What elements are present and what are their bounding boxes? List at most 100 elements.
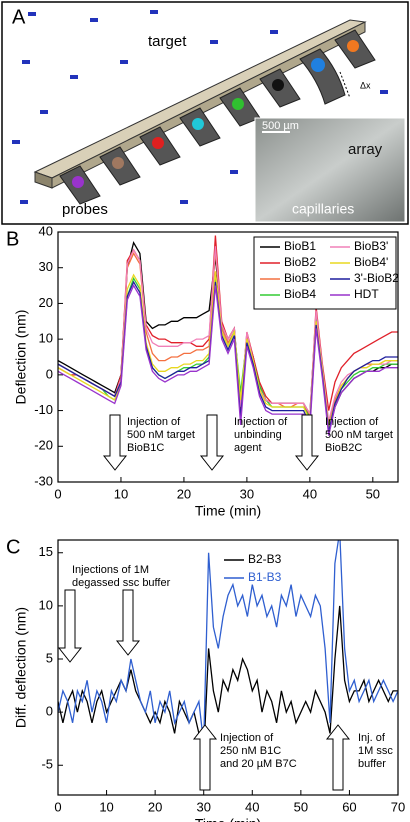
y-tick-label: 0 (46, 366, 53, 381)
molecule (40, 110, 48, 114)
panel-label: C (6, 536, 20, 558)
y-tick-label: 10 (39, 597, 53, 612)
annotation: 250 nM B1C (220, 745, 281, 757)
annotation-arrow (294, 414, 320, 471)
annotation: 500 nM target (325, 429, 393, 441)
legend-label: BioB3 (284, 271, 316, 285)
legend-label: B1-B3 (248, 570, 282, 584)
annotation-arrow (57, 589, 83, 663)
legend-label: BioB1 (284, 239, 316, 253)
annotation: Injection of (325, 416, 379, 428)
series-lines (58, 540, 398, 755)
y-tick-label: 10 (39, 331, 53, 346)
annotation: agent (234, 442, 262, 454)
molecule (230, 170, 238, 174)
annotation-arrow (115, 589, 141, 656)
molecule (270, 30, 278, 34)
series-line (58, 284, 398, 436)
series-line (58, 605, 398, 755)
molecule (120, 60, 128, 64)
dx-label: Δx (360, 80, 371, 90)
probe (311, 58, 325, 72)
annotation: Inj. of (358, 732, 386, 744)
legend-frame (253, 236, 397, 310)
legend-label: 3'-BioB2 (354, 271, 399, 285)
panel-label: A (12, 6, 26, 28)
y-tick-label: -10 (34, 402, 53, 417)
legend-label: BioB2 (284, 255, 316, 269)
probe-clusters (72, 40, 359, 188)
annotation: BioB2C (325, 442, 362, 454)
annotation-arrow (192, 724, 218, 791)
x-tick-label: 20 (148, 799, 162, 814)
series-line (58, 280, 398, 433)
annotation: Injection of (127, 416, 181, 428)
probe (272, 79, 284, 91)
x-tick-label: 30 (196, 799, 210, 814)
series-lines (58, 235, 398, 436)
legend-label: BioB4' (354, 255, 388, 269)
annotation-arrow (102, 414, 128, 471)
plot-frame (57, 539, 399, 796)
legend-label: BioB4 (284, 287, 316, 301)
legend-label: BioB3' (354, 239, 388, 253)
molecule (150, 10, 158, 14)
chart: 0 10 20 30 40 50 60 70 -5 0 5 10 15 Time (min) Diff. d… (6, 536, 405, 822)
plot-frame (57, 231, 399, 483)
y-tick-label: 5 (46, 650, 53, 665)
annotation-arrow (325, 724, 351, 791)
annotation: Injection of (234, 416, 288, 428)
y-tick-label: 40 (39, 223, 53, 238)
x-tick-label: 0 (54, 799, 61, 814)
molecule (22, 60, 30, 64)
annotation: 500 nM target (127, 429, 195, 441)
probe (232, 98, 244, 110)
x-tick-label: 50 (366, 486, 380, 501)
annotation: BioB1C (127, 442, 164, 454)
probe (192, 118, 204, 130)
capillaries-label: capillaries (292, 201, 354, 217)
dx-indicator (339, 71, 351, 99)
annotation: Injections of 1M (72, 564, 149, 576)
x-tick-label: 40 (245, 799, 259, 814)
y-tick-label: -30 (34, 473, 53, 488)
beam-front (51, 21, 366, 189)
x-tick-label: 0 (54, 486, 61, 501)
array-photo (254, 117, 406, 223)
scale-label: 500 µm (262, 120, 299, 132)
y-tick-label: 30 (39, 259, 53, 274)
probes-label: probes (62, 201, 108, 218)
annotation: and 20 µM B7C (220, 758, 297, 770)
x-axis-label: Time (min) (195, 816, 261, 822)
legend-label: HDT (354, 287, 379, 301)
probe (152, 137, 164, 149)
array-label: array (348, 141, 383, 158)
probe (112, 157, 124, 169)
x-tick-label: 20 (177, 486, 191, 501)
molecule (380, 90, 388, 94)
molecule (210, 40, 218, 44)
molecule (28, 12, 36, 16)
molecule (180, 200, 188, 204)
x-tick-label: 50 (294, 799, 308, 814)
probe (347, 40, 359, 52)
probe (72, 176, 84, 188)
panel-a: A target probes array capillaries 500 µm… (1, 1, 409, 225)
molecule (90, 18, 98, 22)
annotation: unbinding (234, 429, 282, 441)
y-tick-label: 20 (39, 295, 53, 310)
molecule (20, 200, 28, 204)
y-tick-label: -5 (41, 757, 53, 772)
target-label: target (148, 33, 187, 50)
y-axis-label: Deflection (nm) (13, 310, 29, 405)
y-axis-label: Diff. deflection (nm) (13, 607, 29, 728)
x-tick-label: 10 (99, 799, 113, 814)
panel-label: B (6, 228, 19, 250)
annotation: 1M ssc (358, 745, 393, 757)
target-molecules (12, 10, 388, 204)
x-tick-label: 70 (391, 799, 405, 814)
molecule (70, 75, 78, 79)
y-tick-label: -20 (34, 438, 53, 453)
